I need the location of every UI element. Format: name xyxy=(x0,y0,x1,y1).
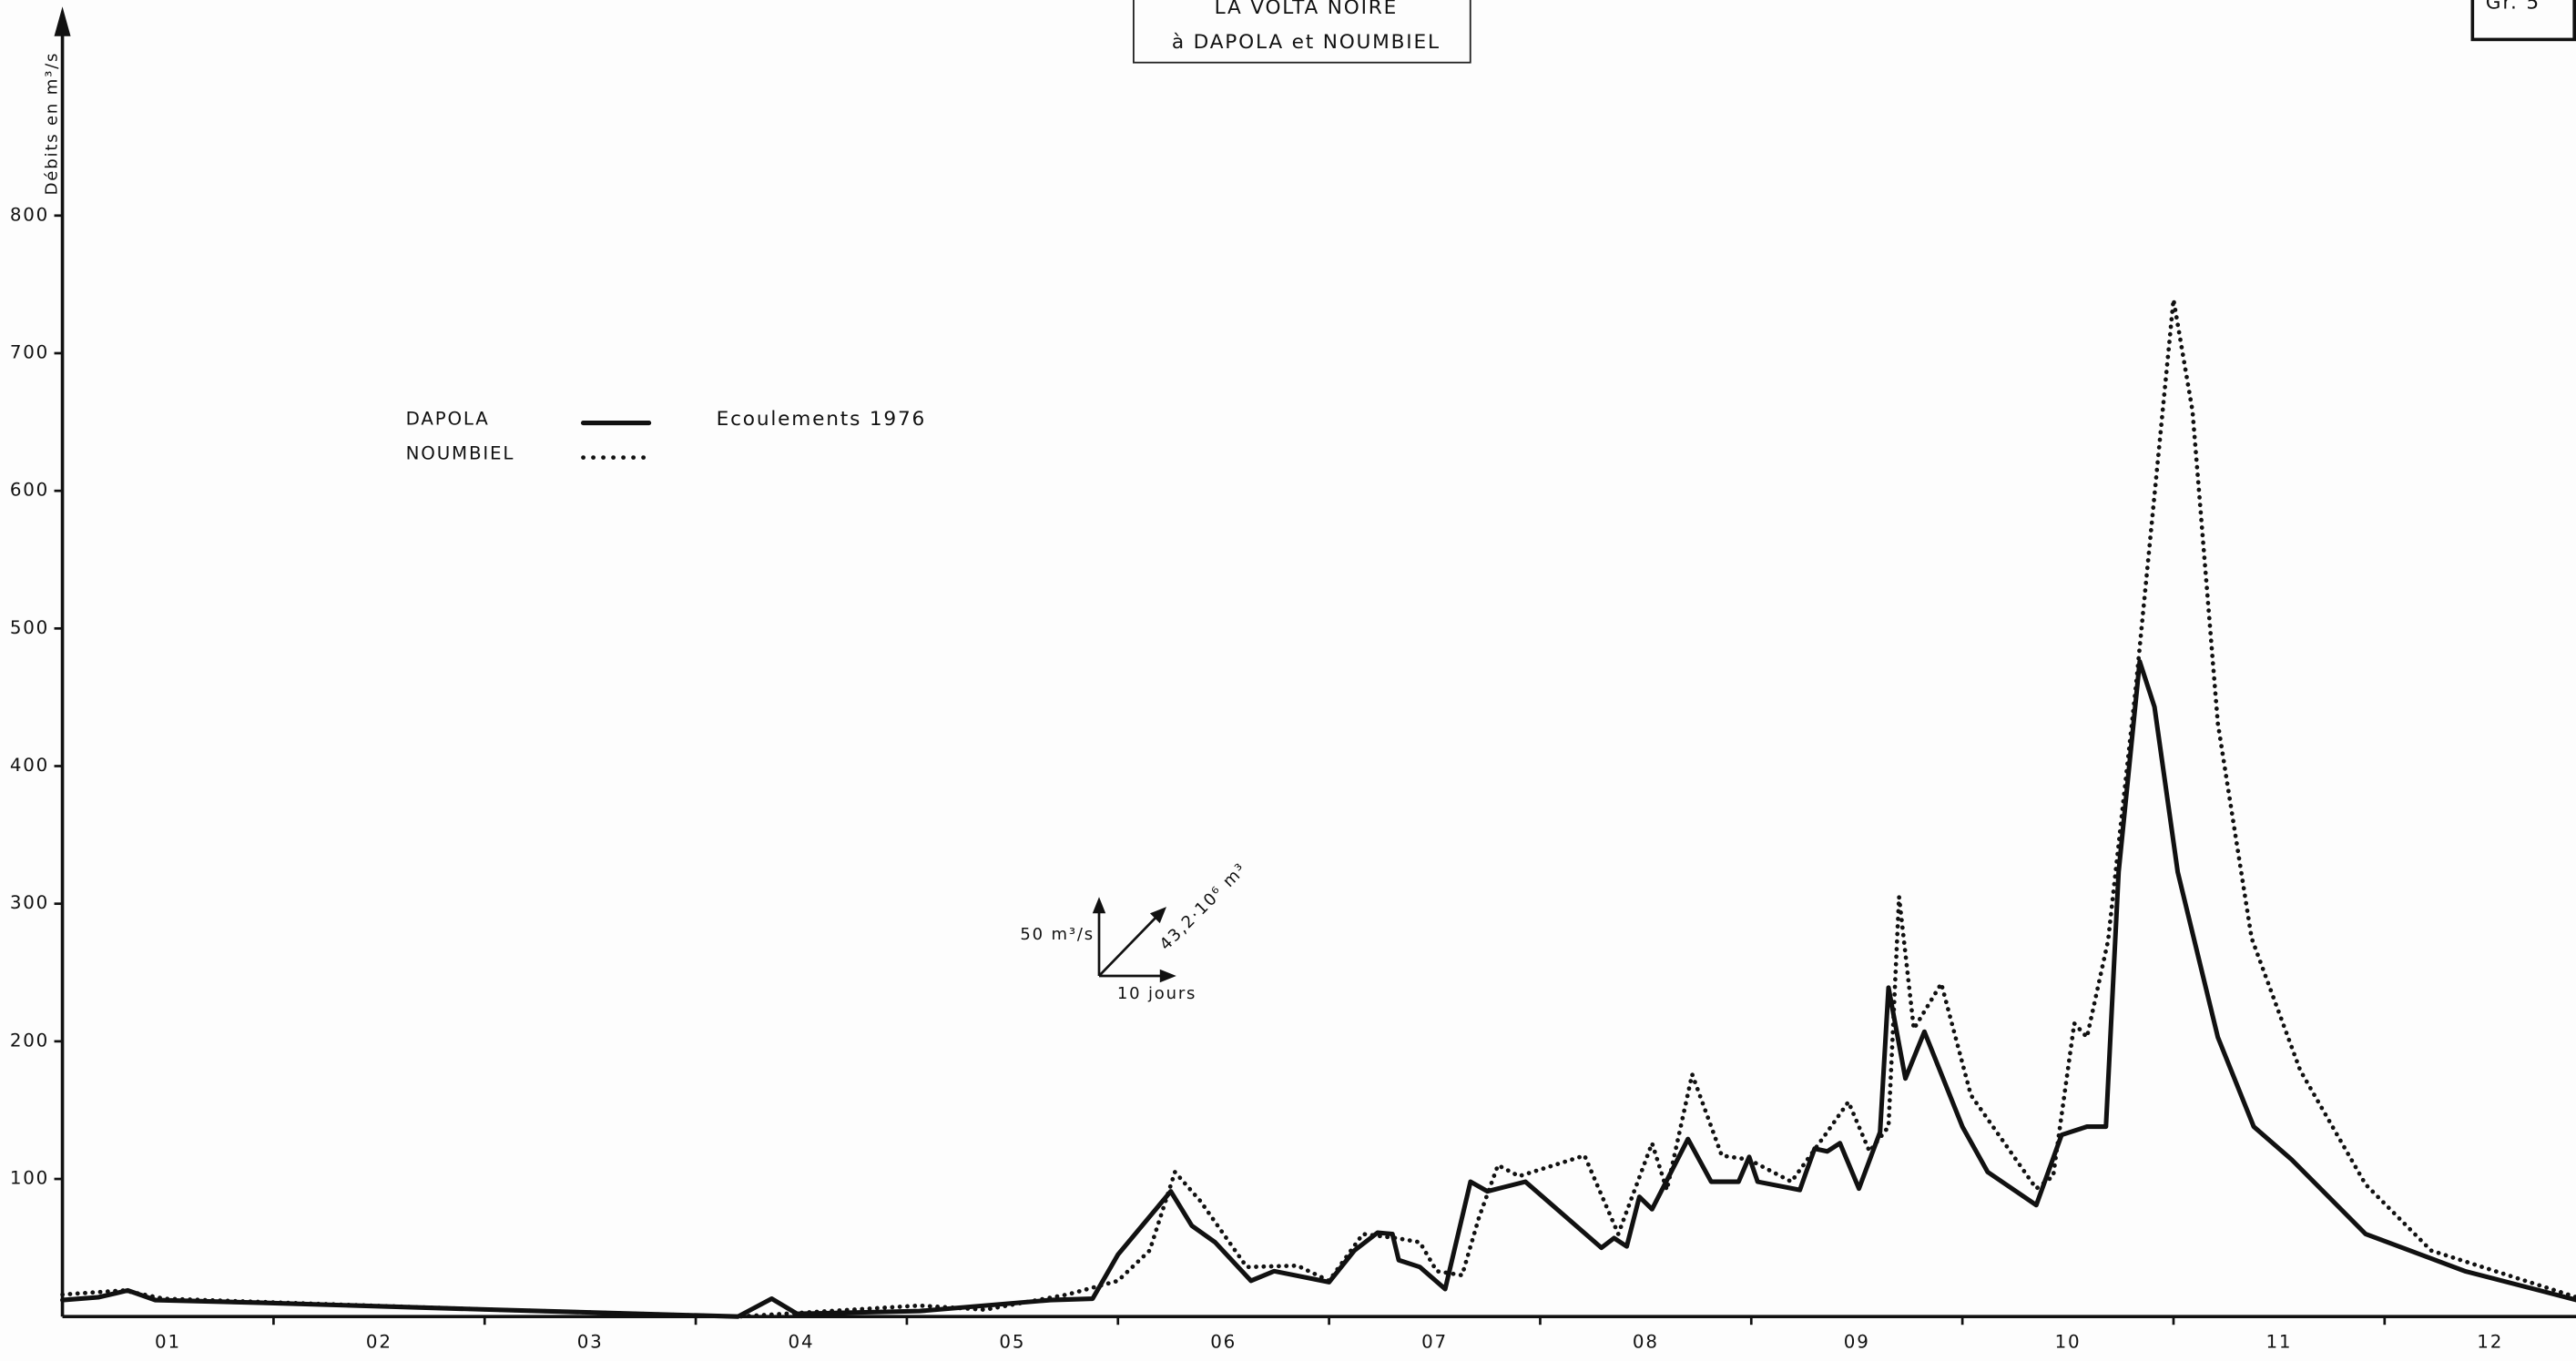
y-tick-label: 300 xyxy=(10,892,49,913)
x-tick-label: 04 xyxy=(789,1332,815,1353)
x-tick-label: 08 xyxy=(1633,1332,1659,1353)
chart-title: LA VOLTA NOIRE xyxy=(1215,0,1399,19)
y-tick-label: 400 xyxy=(10,755,49,776)
legend-label: NOUMBIEL xyxy=(406,442,515,463)
y-tick-label: 500 xyxy=(10,617,49,638)
scale-arrow-head xyxy=(1149,907,1166,924)
y-scale-label: 50 m³/s xyxy=(1020,925,1095,944)
x-tick-label: 02 xyxy=(366,1332,392,1353)
y-tick-label: 600 xyxy=(10,480,49,501)
series-line xyxy=(60,659,2576,1319)
x-tick-label: 01 xyxy=(155,1332,181,1353)
scale-arrow-head xyxy=(1159,969,1176,983)
chart-subtitle: à DAPOLA et NOUMBIEL xyxy=(1172,31,1441,54)
series-line xyxy=(60,297,2576,1319)
legend-title: Ecoulements 1976 xyxy=(717,408,926,431)
x-tick-label: 07 xyxy=(1421,1332,1448,1353)
x-tick-label: 06 xyxy=(1210,1332,1237,1353)
y-axis-arrow xyxy=(54,6,71,36)
x-scale-label: 10 jours xyxy=(1117,984,1196,1003)
title-box xyxy=(1133,0,1471,64)
scale-arrow xyxy=(1098,915,1158,977)
x-tick-label: 09 xyxy=(1844,1332,1870,1353)
y-tick-label: 700 xyxy=(10,341,49,362)
volume-scale-label: 43,2·10⁶ m³ xyxy=(1156,859,1251,954)
x-tick-label: 05 xyxy=(999,1332,1025,1353)
x-tick-label: 11 xyxy=(2265,1332,2292,1353)
y-tick-label: 100 xyxy=(10,1168,49,1189)
y-axis-label: Débits en m³/s xyxy=(43,52,62,196)
y-tick-label: 200 xyxy=(10,1030,49,1051)
scale-arrow-head xyxy=(1092,897,1106,914)
y-tick-label: 800 xyxy=(10,204,49,225)
x-tick-label: 12 xyxy=(2477,1332,2503,1353)
x-tick-label: 10 xyxy=(2055,1332,2082,1353)
x-tick-label: 03 xyxy=(577,1332,604,1353)
figure-label: Gr. 5 xyxy=(2486,0,2540,15)
figure-box xyxy=(2470,0,2576,42)
legend-label: DAPOLA xyxy=(406,408,490,429)
scale-glyph: 50 m³/s 10 jours 43,2·10⁶ m³ xyxy=(1020,859,1250,1003)
